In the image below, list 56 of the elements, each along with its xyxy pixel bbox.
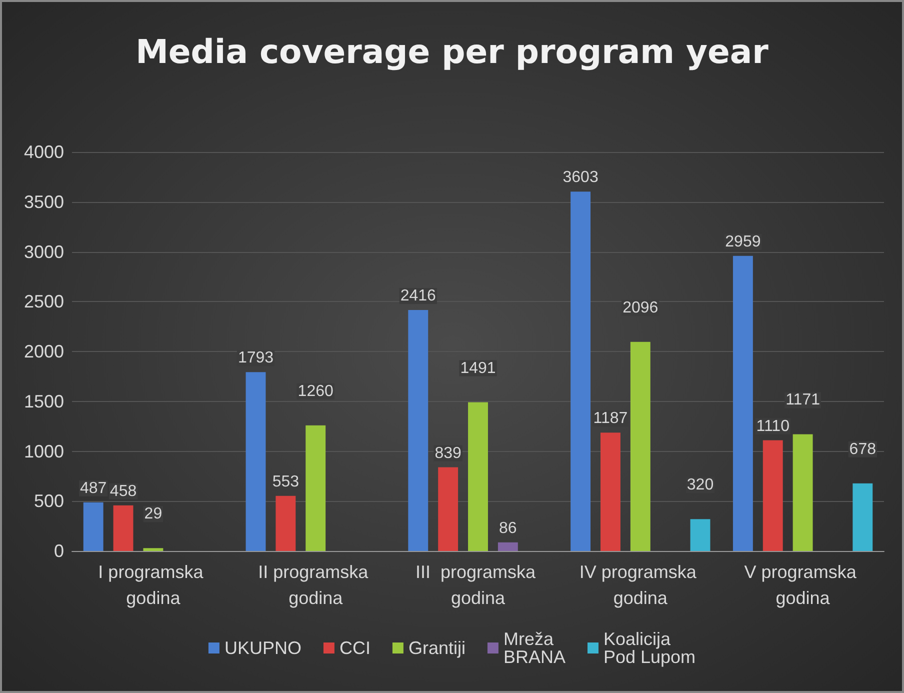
bar [113,505,134,551]
legend-label: Grantiji [408,638,466,658]
data-label: 458 [110,482,137,500]
data-label: 1793 [238,350,274,367]
x-tick-label: III programska godina [415,562,541,608]
x-tick-label: V programska godina [744,562,862,608]
data-label: 1171 [786,392,820,409]
x-tick-label: I programska godina [98,562,208,608]
legend-label: UKUPNO [224,638,302,658]
bar [762,440,783,551]
bar [276,496,296,551]
bar [498,542,518,551]
y-tick-label: 1500 [24,391,64,412]
y-tick-label: 500 [34,491,64,512]
data-label: 1491 [460,360,496,377]
legend-label: Mreža BRANA [503,629,566,667]
y-tick-label: 2500 [24,292,64,312]
y-tick-label: 1000 [24,441,64,462]
data-label: 553 [272,473,300,490]
bar [690,519,710,551]
data-label: 1110 [756,418,790,435]
bar [570,192,591,551]
data-label: 1187 [593,410,628,428]
bar [852,483,873,551]
y-tick-label: 2000 [24,342,64,362]
data-label: 86 [499,520,517,537]
chart-title: Media coverage per program year [136,32,770,71]
bar [408,310,428,551]
y-tick-label: 4000 [24,142,64,162]
bar [438,467,458,551]
data-label: 839 [434,444,462,462]
data-label: 3603 [562,169,598,186]
bar [306,425,326,551]
y-tick-label: 0 [54,541,64,561]
legend-label: CCI [339,638,370,658]
bar [468,402,488,551]
x-tick-label: IV programska godina [579,562,702,608]
data-label: 2096 [622,299,658,316]
bar [246,372,266,551]
data-label: 2959 [725,233,761,250]
data-label: 2416 [400,288,436,305]
bar [143,548,164,551]
bar [600,432,620,551]
bar [83,502,104,551]
bar [792,434,813,551]
x-tick-label: II programska godina [258,562,374,608]
bar [630,342,650,551]
data-label: 1260 [298,382,334,400]
data-label: 678 [849,440,876,458]
legend-label: Koalicija Pod Lupom [603,629,696,667]
data-label: 487 [80,480,107,497]
bar [732,256,753,551]
data-label: 29 [144,506,162,523]
data-label: 320 [686,476,714,494]
y-tick-label: 3500 [24,192,64,212]
y-tick-label: 3000 [24,242,64,262]
